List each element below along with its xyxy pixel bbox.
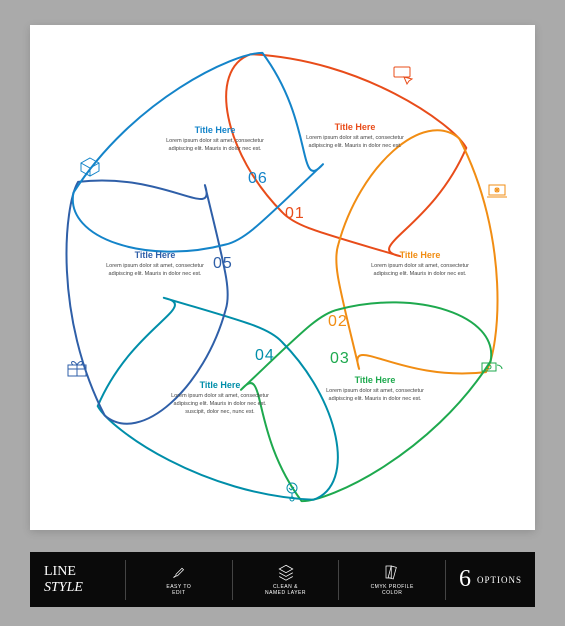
segment-body: Lorem ipsum dolor sit amet, consectetur …	[320, 388, 430, 404]
segment-title: Title Here	[165, 380, 275, 390]
segment-text-01: Title Here Lorem ipsum dolor sit amet, co…	[300, 122, 410, 151]
footer-feature: CMYK PROFILECOLOR	[338, 560, 445, 600]
laptop-icon	[485, 180, 509, 204]
segment-number-06: 06	[248, 170, 268, 188]
segment-text-05: Title Here Lorem ipsum dolor sit amet, co…	[100, 250, 210, 279]
brand-line1: LINE	[44, 564, 125, 579]
footer-feature-label: CMYK PROFILECOLOR	[371, 584, 414, 596]
segment-text-02: Title Here Lorem ipsum dolor sit amet, co…	[365, 250, 475, 279]
brand-line2: STYLE	[44, 580, 125, 595]
click-icon	[390, 63, 414, 87]
layers-icon	[277, 563, 295, 581]
segment-title: Title Here	[365, 250, 475, 260]
options-number: 6	[459, 566, 471, 593]
cart-icon	[280, 480, 304, 504]
segment-body: Lorem ipsum dolor sit amet, consectetur …	[100, 263, 210, 279]
infographic-card: Title Here Lorem ipsum dolor sit amet, co…	[30, 25, 535, 530]
segment-body: Lorem ipsum dolor sit amet, consectetur …	[160, 138, 270, 154]
segment-number-01: 01	[285, 205, 305, 223]
options-count: 6 OPTIONS	[445, 560, 535, 600]
segment-body: Lorem ipsum dolor sit amet, consectetur …	[365, 263, 475, 279]
segment-title: Title Here	[320, 375, 430, 385]
segment-title: Title Here	[100, 250, 210, 260]
segment-body: Lorem ipsum dolor sit amet, consectetur …	[165, 393, 275, 417]
box-icon	[78, 155, 102, 179]
segment-body: Lorem ipsum dolor sit amet, consectetur …	[300, 135, 410, 151]
footer-feature: CLEAN &NAMED LAYER	[232, 560, 339, 600]
segment-01	[226, 54, 466, 256]
options-label: OPTIONS	[477, 575, 522, 585]
brand-title: LINE STYLE	[30, 564, 125, 595]
segment-number-04: 04	[255, 347, 275, 365]
segment-text-06: Title Here Lorem ipsum dolor sit amet, co…	[160, 125, 270, 154]
footer-feature-label: EASY TOEDIT	[166, 584, 191, 596]
segment-number-02: 02	[328, 313, 348, 331]
swatch-icon	[383, 563, 401, 581]
footer-feature: EASY TOEDIT	[125, 560, 232, 600]
segment-number-05: 05	[213, 255, 233, 273]
segment-text-04: Title Here Lorem ipsum dolor sit amet, co…	[165, 380, 275, 417]
brush-icon	[170, 563, 188, 581]
gift-icon	[65, 355, 89, 379]
footer-feature-label: CLEAN &NAMED LAYER	[265, 584, 306, 596]
segment-title: Title Here	[160, 125, 270, 135]
segment-number-03: 03	[330, 350, 350, 368]
money-icon	[480, 355, 504, 379]
segment-text-03: Title Here Lorem ipsum dolor sit amet, co…	[320, 375, 430, 404]
footer-bar: LINE STYLE EASY TOEDIT CLEAN &NAMED LAYER…	[30, 552, 535, 607]
segment-title: Title Here	[300, 122, 410, 132]
